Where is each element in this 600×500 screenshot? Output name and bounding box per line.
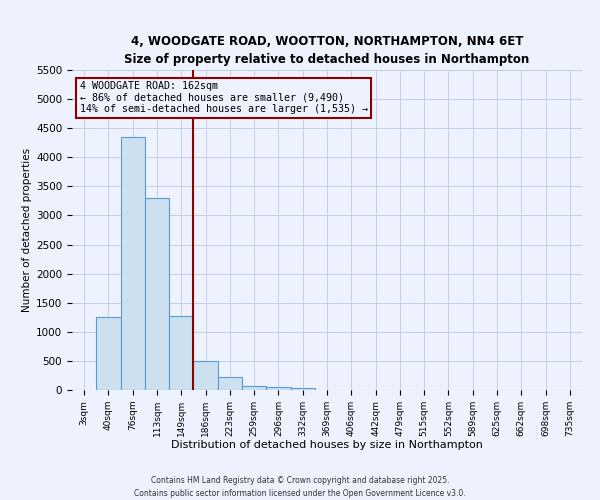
Bar: [96, 318, 121, 390]
Bar: [121, 137, 145, 390]
Title: 4, WOODGATE ROAD, WOOTTON, NORTHAMPTON, NN4 6ET
Size of property relative to det: 4, WOODGATE ROAD, WOOTTON, NORTHAMPTON, …: [124, 35, 530, 66]
Y-axis label: Number of detached properties: Number of detached properties: [22, 148, 32, 312]
Bar: [145, 198, 169, 390]
Bar: [266, 387, 290, 390]
Bar: [193, 361, 218, 390]
Bar: [169, 316, 193, 390]
X-axis label: Distribution of detached houses by size in Northampton: Distribution of detached houses by size …: [171, 440, 483, 450]
Text: 4 WOODGATE ROAD: 162sqm
← 86% of detached houses are smaller (9,490)
14% of semi: 4 WOODGATE ROAD: 162sqm ← 86% of detache…: [80, 81, 368, 114]
Text: Contains HM Land Registry data © Crown copyright and database right 2025.
Contai: Contains HM Land Registry data © Crown c…: [134, 476, 466, 498]
Bar: [218, 378, 242, 390]
Bar: [290, 388, 315, 390]
Bar: [242, 386, 266, 390]
